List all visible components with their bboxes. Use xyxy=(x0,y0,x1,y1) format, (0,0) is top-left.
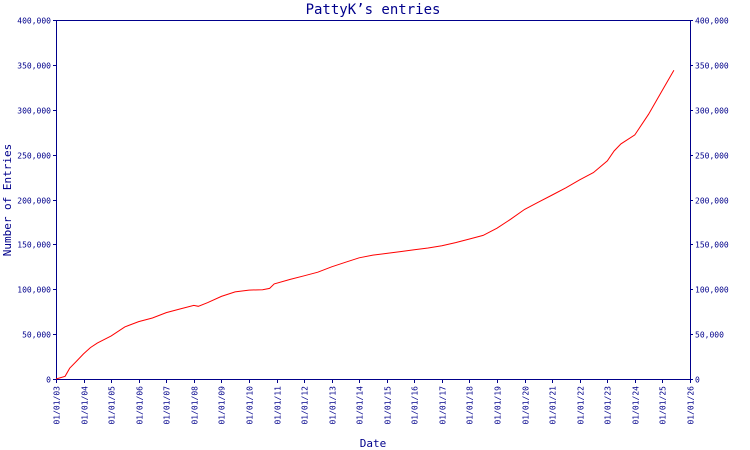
y-tick-label-left: 400,000 xyxy=(17,17,51,26)
y-tick-label-left: 350,000 xyxy=(17,62,51,71)
y-tick-label-left: 100,000 xyxy=(17,286,51,295)
x-tick-label: 01/01/06 xyxy=(136,386,145,425)
y-tick-label-left: 0 xyxy=(46,376,51,385)
y-tick-label-right: 400,000 xyxy=(695,17,729,26)
x-tick-label: 01/01/08 xyxy=(191,386,200,425)
x-tick-label: 01/01/07 xyxy=(163,386,172,425)
x-tick-label: 01/01/09 xyxy=(218,386,227,425)
y-tick-label-right: 0 xyxy=(695,376,700,385)
y-tick-label-right: 50,000 xyxy=(695,331,724,340)
y-tick-label-right: 150,000 xyxy=(695,241,729,250)
y-tick-label-right: 300,000 xyxy=(695,107,729,116)
x-tick-label: 01/01/25 xyxy=(659,386,668,425)
series-layer xyxy=(55,70,675,380)
x-tick-label: 01/01/15 xyxy=(384,386,393,425)
x-tick-label: 01/01/05 xyxy=(108,386,117,425)
y-axis-left: 0 50,000 100,000 150,000 200,000 250,000 300,0… xyxy=(17,17,56,385)
x-tick-label: 01/01/03 xyxy=(53,386,62,425)
x-tick-label: 01/01/19 xyxy=(494,386,503,425)
y-tick-label-right: 200,000 xyxy=(695,197,729,206)
x-tick-label: 01/01/26 xyxy=(687,386,696,425)
x-tick-label: 01/01/21 xyxy=(549,386,558,425)
x-tick-label: 01/01/20 xyxy=(522,386,531,425)
chart-title: PattyK’s entries xyxy=(306,2,441,18)
y-tick-label-left: 50,000 xyxy=(22,331,51,340)
x-tick-label: 01/01/18 xyxy=(466,386,475,425)
y-tick-label-right: 350,000 xyxy=(695,62,729,71)
y-tick-label-left: 150,000 xyxy=(17,241,51,250)
series-line xyxy=(55,70,675,380)
y-tick-label-left: 200,000 xyxy=(17,197,51,206)
plot-frame xyxy=(56,20,691,380)
y-axis-label: Number of Entries xyxy=(1,144,14,257)
x-tick-label: 01/01/14 xyxy=(356,386,365,425)
x-tick-label: 01/01/12 xyxy=(301,386,310,425)
x-tick-label: 01/01/22 xyxy=(577,386,586,425)
y-tick-label-left: 250,000 xyxy=(17,152,51,161)
y-tick-label-left: 300,000 xyxy=(17,107,51,116)
x-tick-label: 01/01/13 xyxy=(329,386,338,425)
x-tick-label: 01/01/10 xyxy=(246,386,255,425)
x-tick-label: 01/01/24 xyxy=(632,386,641,425)
y-axis-right: 0 50,000 100,000 150,000 200,000 250,000 300,0… xyxy=(690,17,729,385)
x-tick-label: 01/01/16 xyxy=(411,386,420,425)
x-tick-label: 01/01/17 xyxy=(439,386,448,425)
x-axis: 01/01/03 01/01/04 01/01/05 01/01/06 01/01/07… xyxy=(53,379,696,425)
x-tick-label: 01/01/11 xyxy=(274,386,283,425)
x-axis-label: Date xyxy=(360,437,387,450)
x-tick-label: 01/01/04 xyxy=(81,386,90,425)
y-tick-label-right: 250,000 xyxy=(695,152,729,161)
x-tick-label: 01/01/23 xyxy=(604,386,613,425)
y-tick-label-right: 100,000 xyxy=(695,286,729,295)
